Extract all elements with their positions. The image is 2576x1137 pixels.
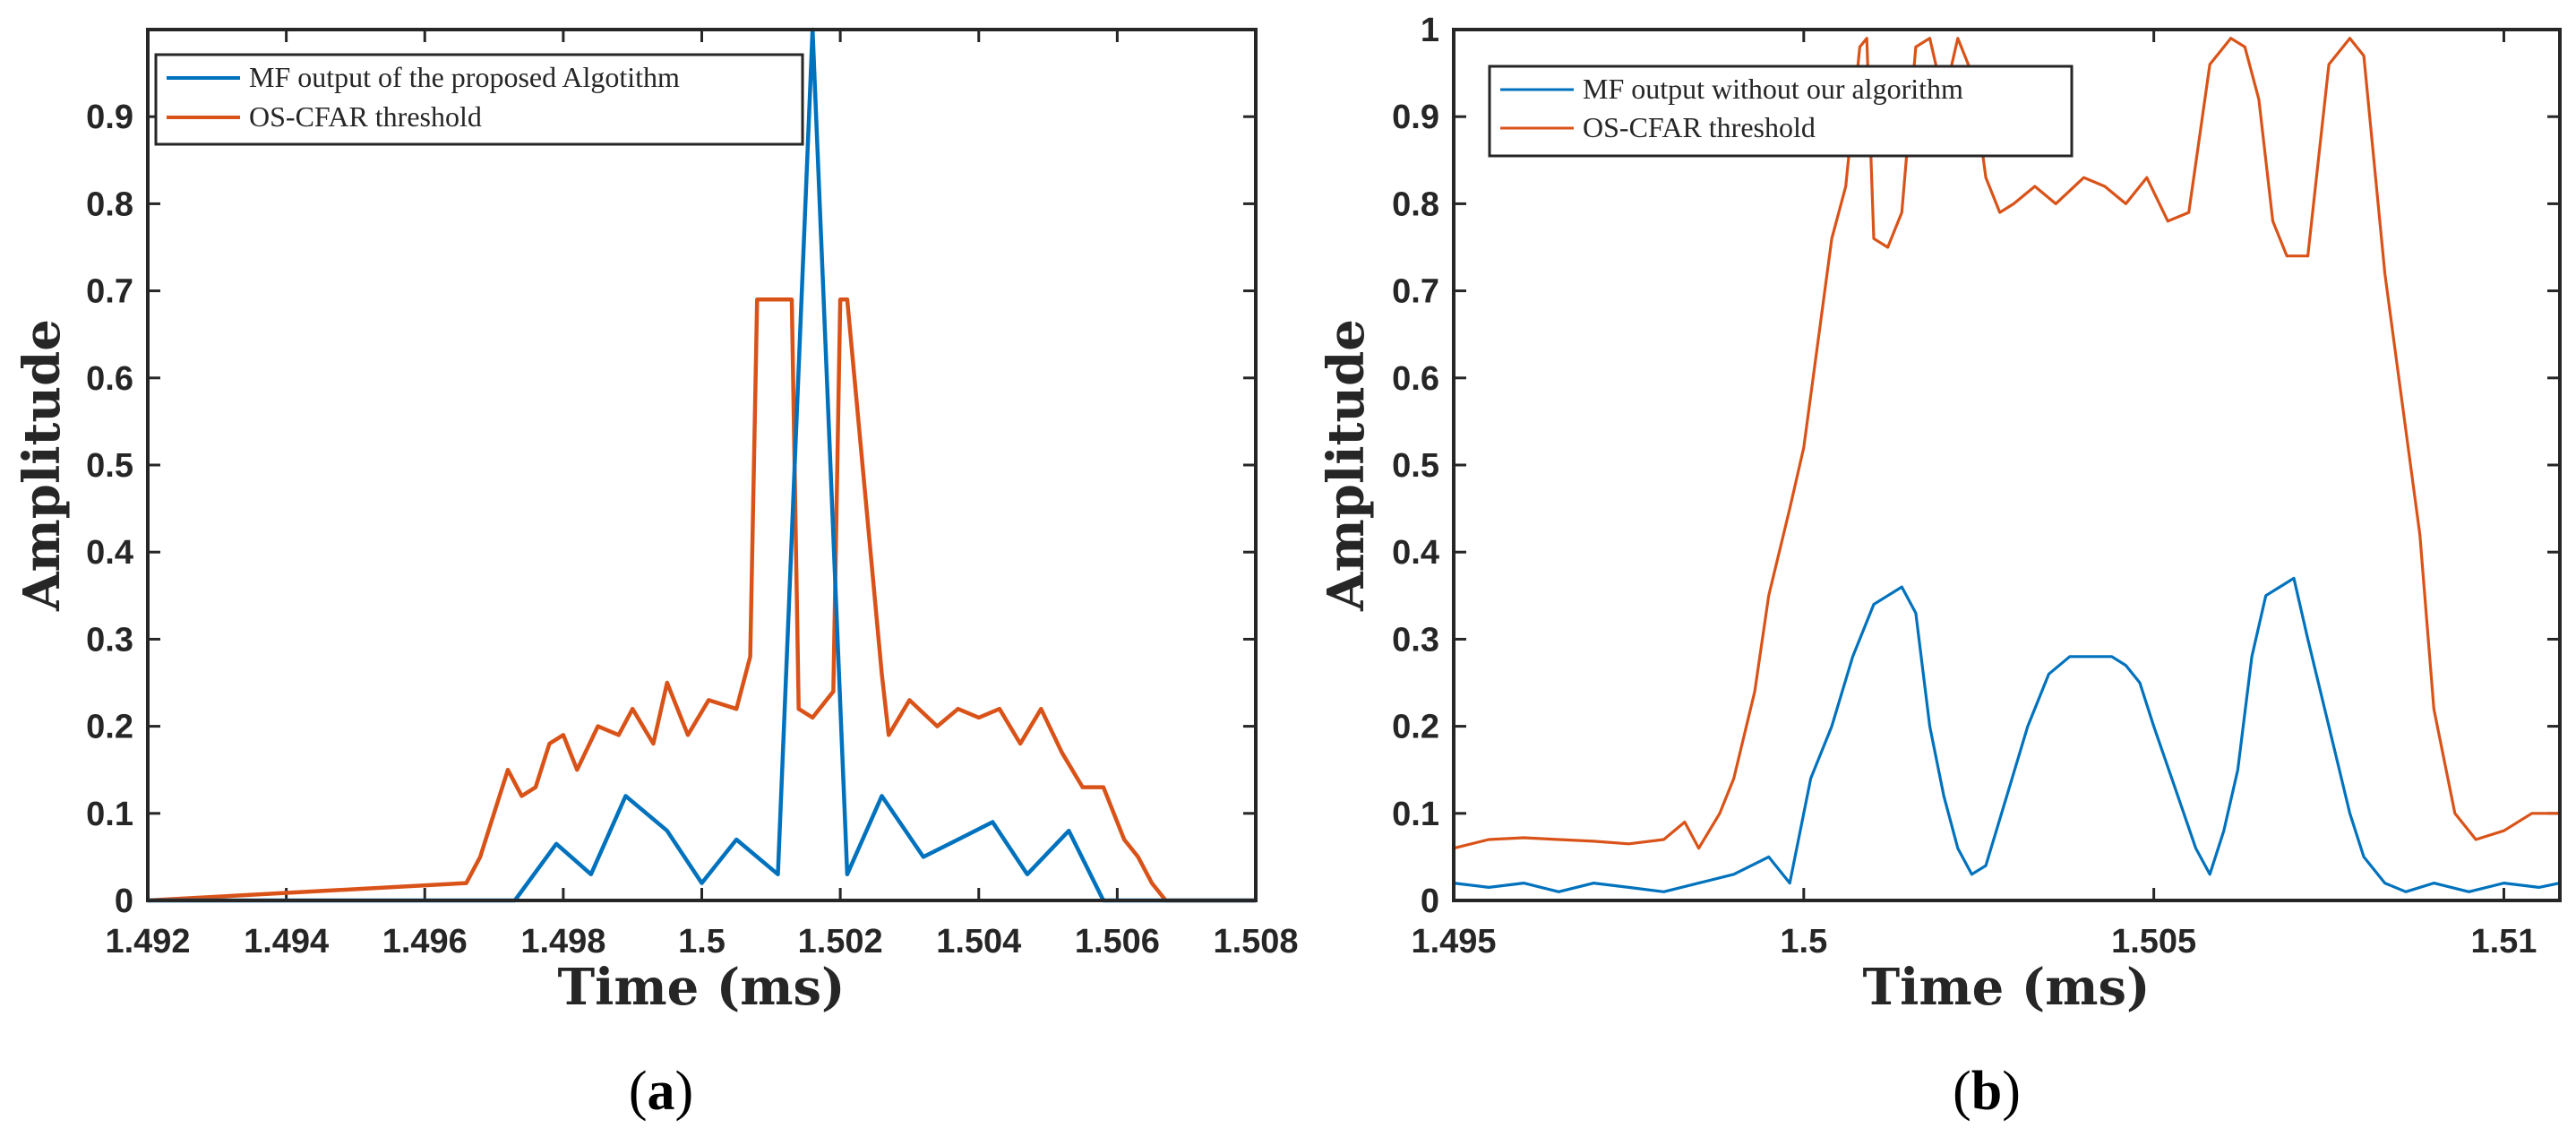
plot-area <box>1454 30 2560 900</box>
legend-box <box>1488 65 2074 158</box>
y-tick-label: 0.2 <box>86 709 133 746</box>
x-tick-label: 1.5 <box>1780 923 1827 960</box>
y-tick-label: 0.6 <box>1392 360 1439 398</box>
y-tick-label: 0.1 <box>86 796 133 833</box>
x-tick-label: 1.51 <box>2470 923 2537 960</box>
y-tick-label: 0.5 <box>86 447 133 485</box>
y-tick-label: 0.2 <box>1392 709 1439 746</box>
legend-label-0: MF output without our algorithm <box>1583 73 1963 105</box>
x-tick-label: 1.494 <box>244 923 329 960</box>
y-tick-label: 0.7 <box>1392 273 1439 311</box>
plot-area <box>148 30 1256 900</box>
y-axis-label: Amplitude <box>13 319 72 612</box>
y-axis-label: Amplitude <box>1317 319 1376 612</box>
ticks: 1.495 1.5 1.505 1.51 0 0.1 0.2 0.3 0.4 0.5 0.6 0.7 0… <box>1392 12 2560 960</box>
y-tick-label: 0.6 <box>86 360 133 398</box>
x-tick-label: 1.5 <box>678 923 726 960</box>
legend-label-1: OS-CFAR threshold <box>249 100 482 133</box>
panel-b: 1.495 1.5 1.505 1.51 0 0.1 0.2 0.3 0.4 0.5 0.6 0.7 0… <box>1317 12 2562 1122</box>
y-tick-label: 0.1 <box>1392 796 1439 833</box>
y-tick-label: 0.4 <box>86 534 133 572</box>
series-line-0 <box>1453 576 2561 893</box>
x-tick-label: 1.505 <box>2111 923 2196 960</box>
ticks: 1.492 1.494 1.496 1.498 1.5 1.502 1.504 1.506 1.… <box>86 30 1299 960</box>
axes-box <box>1452 28 2562 902</box>
x-tick-label: 1.495 <box>1411 923 1496 960</box>
legend-box <box>154 53 804 146</box>
panel-label: (a) <box>629 1061 693 1122</box>
x-axis-label: Time (ms) <box>557 958 845 1017</box>
y-tick-label: 0.3 <box>86 621 133 659</box>
y-tick-label: 0.5 <box>1392 447 1439 485</box>
y-tick-label: 0.9 <box>1392 99 1439 136</box>
x-tick-label: 1.492 <box>105 923 190 960</box>
y-tick-label: 0.9 <box>86 99 133 136</box>
y-tick-label: 0.7 <box>86 273 133 311</box>
x-tick-label: 1.496 <box>382 923 468 960</box>
legend: MF output without our algorithm OS-CFAR … <box>1488 65 2074 158</box>
series-layer <box>1453 37 2561 893</box>
y-tick-label: 0.8 <box>86 185 133 223</box>
panel-a: 1.492 1.494 1.496 1.498 1.5 1.502 1.504 1.506 1.… <box>13 27 1299 1122</box>
legend-label-0: MF output of the proposed Algotithm <box>249 61 680 93</box>
x-tick-label: 1.502 <box>798 923 883 960</box>
y-tick-label: 0 <box>115 883 133 920</box>
x-tick-label: 1.508 <box>1213 923 1298 960</box>
axes-box <box>146 28 1258 902</box>
series-line-1 <box>147 297 1256 903</box>
y-tick-label: 0.4 <box>1392 534 1439 572</box>
x-axis-label: Time (ms) <box>1862 958 2150 1017</box>
x-tick-label: 1.498 <box>520 923 605 960</box>
series-line-1 <box>1453 37 2560 850</box>
y-tick-label: 0.3 <box>1392 621 1439 659</box>
x-tick-label: 1.504 <box>936 923 1021 960</box>
panel-label: (b) <box>1953 1061 2021 1122</box>
y-tick-label: 0.8 <box>1392 185 1439 223</box>
legend-label-1: OS-CFAR threshold <box>1583 111 1816 143</box>
x-tick-label: 1.506 <box>1075 923 1160 960</box>
y-tick-label: 0 <box>1421 883 1439 920</box>
y-tick-label: 1 <box>1421 12 1439 49</box>
legend: MF output of the proposed Algotithm OS-C… <box>154 53 804 146</box>
